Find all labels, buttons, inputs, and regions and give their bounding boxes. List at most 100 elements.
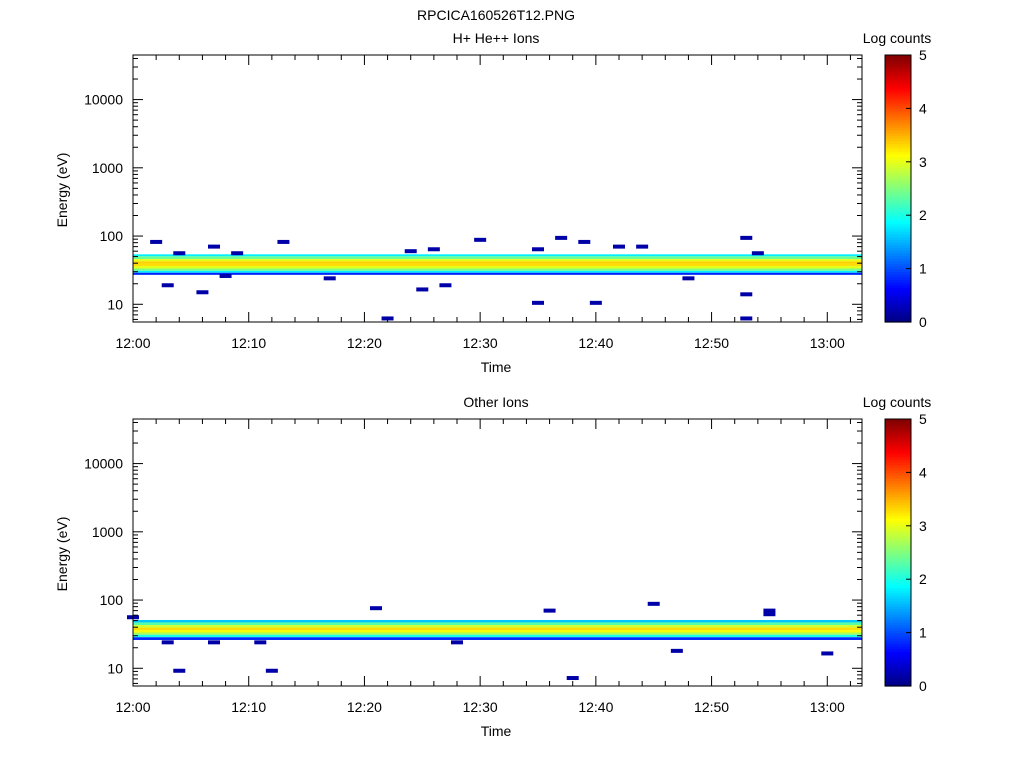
x-tick-label: 12:20: [347, 335, 382, 351]
colorbar-segment: [885, 429, 911, 433]
colorbar-segment: [885, 135, 911, 139]
colorbar-segment: [885, 260, 911, 264]
band-row: [133, 270, 862, 273]
colorbar-segment: [885, 616, 911, 620]
colorbar-segment: [885, 76, 911, 80]
colorbar-label: Log counts: [863, 30, 932, 46]
colorbar-segment: [885, 103, 911, 107]
data-point: [208, 640, 220, 645]
colorbar-segment: [885, 89, 911, 93]
colorbar-segment: [885, 119, 911, 123]
colorbar-segment: [885, 241, 911, 246]
colorbar-segment: [885, 573, 911, 578]
plot-area: 12:00 12:10 12:20 12:30 12:40 12:50 13:00 10 100…: [84, 418, 863, 715]
colorbar-segment: [885, 231, 911, 235]
colorbar-segment: [885, 97, 911, 101]
colorbar-segment: [885, 172, 911, 176]
data-point: [821, 651, 834, 656]
colorbar-segment: [885, 207, 911, 211]
colorbar-segment: [885, 664, 911, 668]
data-point: [566, 676, 579, 681]
x-tick-label: 12:00: [115, 699, 150, 715]
colorbar: 0 1 2 3 4 5: [884, 411, 927, 694]
colorbar-tick-label: 2: [919, 571, 927, 587]
colorbar-segment: [885, 196, 911, 200]
colorbar-segment: [885, 555, 911, 559]
colorbar-segment: [885, 496, 911, 500]
colorbar-segment: [885, 188, 911, 192]
colorbar-segment: [885, 547, 911, 551]
data-point: [277, 239, 290, 244]
colorbar-segment: [885, 79, 911, 83]
band-row: [133, 632, 862, 635]
colorbar-segment: [885, 595, 911, 599]
panel-title: H+ He++ Ions: [453, 30, 540, 46]
x-tick-label: 12:40: [578, 699, 613, 715]
colorbar-segment: [885, 509, 911, 514]
colorbar-segment: [885, 643, 911, 647]
colorbar-segment: [885, 145, 911, 150]
data-point: [763, 612, 776, 617]
colorbar-segment: [885, 523, 911, 527]
colorbar-segment: [885, 217, 911, 222]
colorbar-segment: [885, 100, 911, 104]
colorbar-segment: [885, 581, 911, 586]
colorbar-segment: [885, 533, 911, 538]
colorbar-segment: [885, 201, 911, 206]
colorbar-segment: [885, 488, 911, 492]
x-tick-label: 12:20: [347, 699, 382, 715]
colorbar-segment: [885, 437, 911, 441]
data-point: [173, 251, 186, 256]
colorbar-segment: [885, 669, 911, 674]
colorbar-segment: [885, 239, 911, 243]
colorbar-segment: [885, 605, 911, 610]
colorbar-segment: [885, 84, 911, 88]
colorbar-segment: [885, 297, 911, 302]
colorbar-segment: [885, 515, 911, 519]
x-tick-label: 12:50: [694, 699, 729, 715]
colorbar-tick-label: 4: [919, 100, 927, 116]
data-point: [670, 648, 683, 653]
x-tick-label: 12:50: [694, 335, 729, 351]
colorbar-segment: [885, 215, 911, 219]
band-row: [133, 265, 862, 269]
colorbar-segment: [885, 477, 911, 482]
band-row: [133, 620, 862, 623]
colorbar-tick-label: 0: [919, 314, 927, 330]
colorbar-segment: [885, 629, 911, 634]
colorbar-segment: [885, 132, 911, 136]
colorbar-segment: [885, 600, 911, 604]
colorbar-segment: [885, 517, 911, 522]
colorbar-segment: [885, 632, 911, 636]
colorbar-segment: [885, 584, 911, 588]
data-point: [254, 640, 267, 645]
colorbar-segment: [885, 653, 911, 658]
colorbar-segment: [885, 475, 911, 479]
data-point: [451, 640, 463, 645]
x-tick-label: 12:10: [231, 335, 266, 351]
data-point: [439, 283, 452, 288]
colorbar-segment: [885, 319, 911, 323]
colorbar-segment: [885, 520, 911, 524]
data-point: [532, 247, 544, 252]
band-row: [133, 637, 862, 640]
colorbar-segment: [885, 255, 911, 259]
data-point: [323, 276, 336, 281]
x-axis-label: Time: [481, 723, 512, 739]
colorbar-segment: [885, 485, 911, 490]
colorbar-segment: [885, 557, 911, 562]
band-row: [133, 263, 862, 266]
data-point: [404, 249, 417, 254]
colorbar-segment: [885, 672, 911, 676]
colorbar-segment: [885, 223, 911, 227]
x-axis-label: Time: [481, 359, 512, 375]
colorbar-segment: [885, 576, 911, 580]
data-point: [589, 300, 602, 305]
colorbar-segment: [885, 659, 911, 663]
colorbar-segment: [885, 424, 911, 428]
data-point: [555, 235, 568, 240]
band-row: [133, 625, 862, 628]
colorbar-segment: [885, 268, 911, 272]
data-point: [636, 244, 649, 249]
